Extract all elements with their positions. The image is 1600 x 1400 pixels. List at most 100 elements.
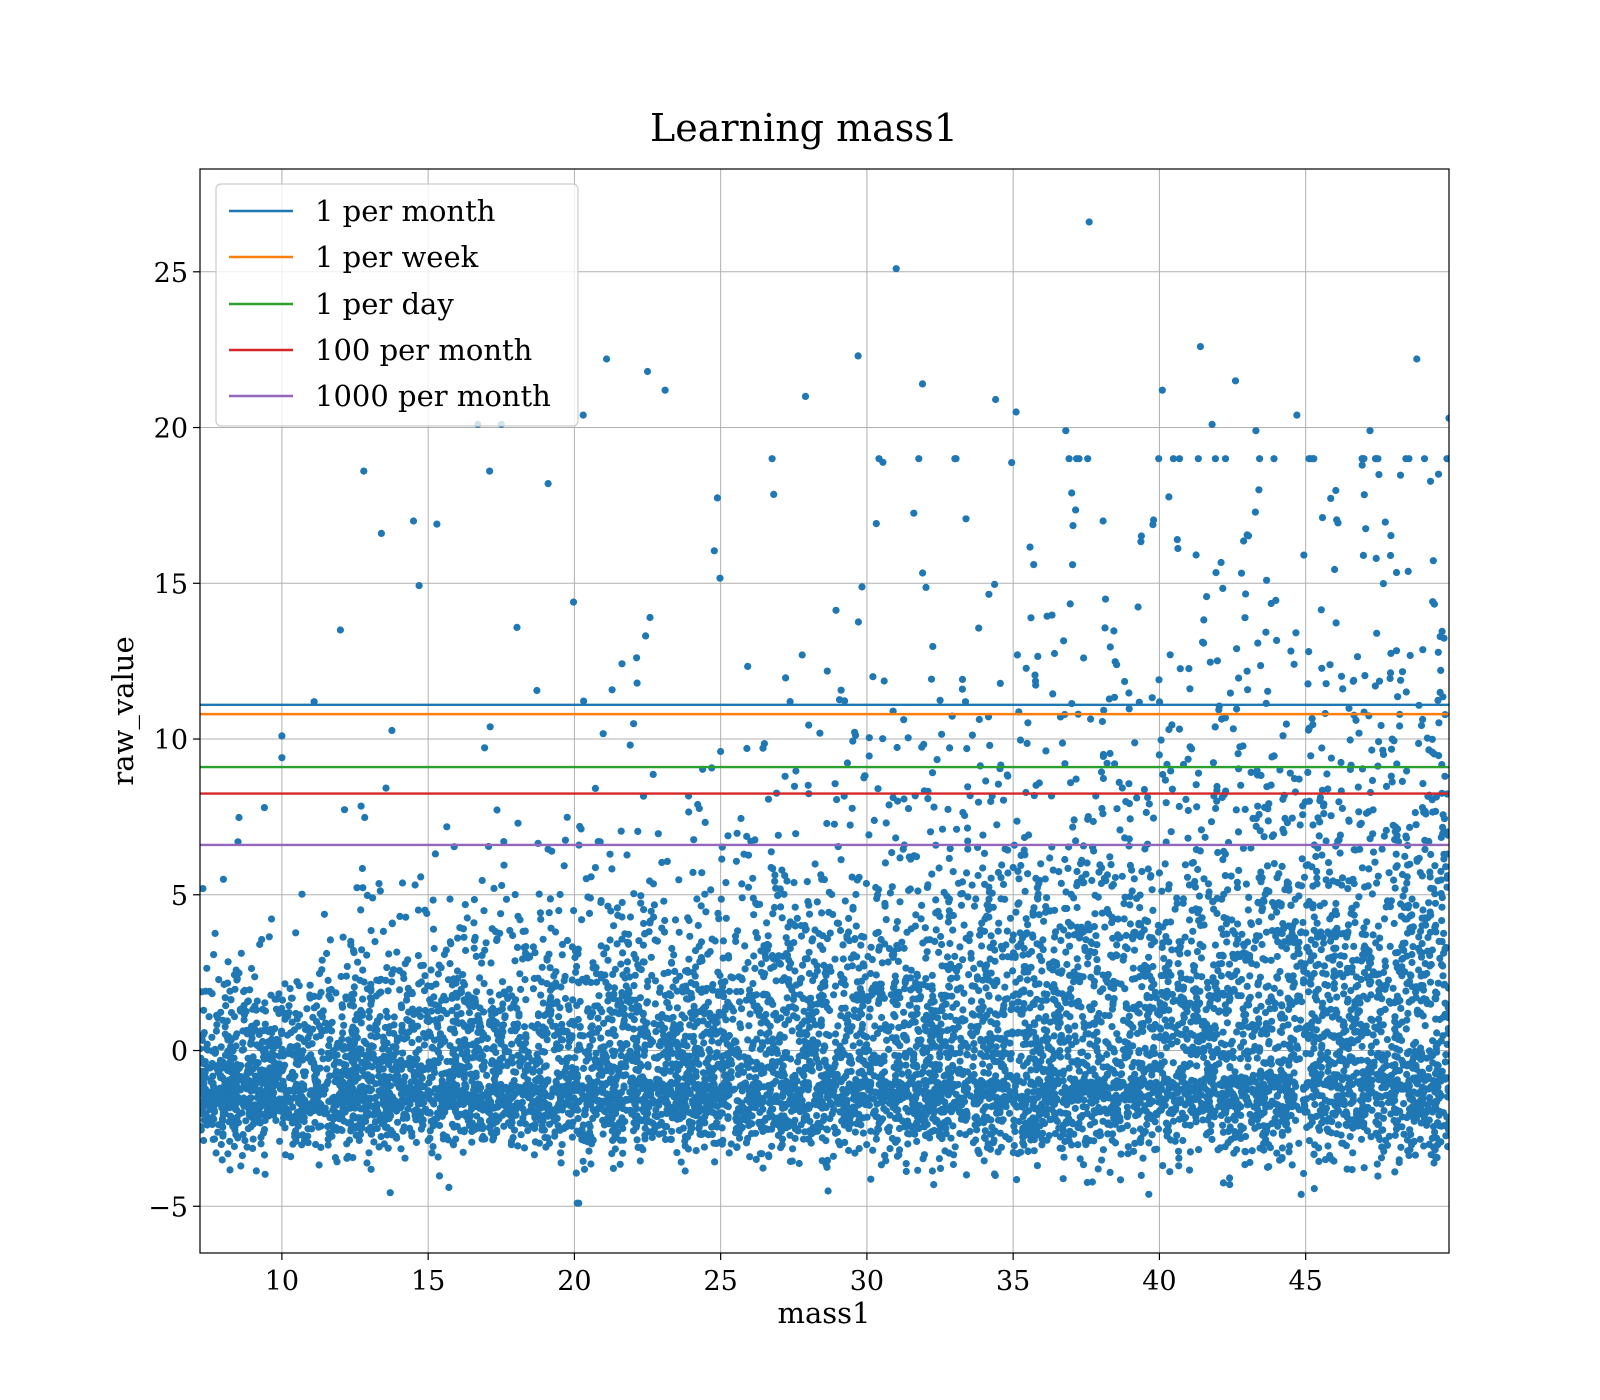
scatter-point xyxy=(692,1147,700,1155)
scatter-point xyxy=(618,898,626,907)
scatter-point xyxy=(951,952,959,961)
scatter-point xyxy=(976,931,984,939)
scatter-point xyxy=(640,906,648,914)
scatter-point xyxy=(616,1160,624,1168)
scatter-point xyxy=(339,933,347,941)
scatter-point xyxy=(1403,767,1411,775)
scatter-point xyxy=(558,951,566,959)
scatter-point xyxy=(824,1187,832,1195)
scatter-point xyxy=(350,983,358,991)
scatter-point xyxy=(987,932,995,940)
scatter-point xyxy=(930,1181,938,1189)
scatter-point xyxy=(773,1121,782,1129)
scatter-point xyxy=(408,1039,416,1047)
scatter-point xyxy=(905,1072,913,1080)
scatter-point xyxy=(530,1151,539,1159)
scatter-point xyxy=(397,1145,405,1153)
scatter-point xyxy=(815,1030,823,1038)
scatter-point xyxy=(300,1072,309,1080)
scatter-point xyxy=(865,1013,873,1021)
scatter-point xyxy=(1142,808,1150,817)
scatter-point xyxy=(1348,1166,1356,1174)
scatter-point xyxy=(983,1113,991,1122)
scatter-point xyxy=(745,1073,754,1081)
scatter-point xyxy=(669,1013,677,1021)
scatter-point xyxy=(1099,1146,1107,1154)
scatter-point xyxy=(1385,869,1393,877)
scatter-point xyxy=(385,950,393,958)
scatter-point xyxy=(1266,1005,1274,1013)
scatter-point xyxy=(524,1076,532,1084)
scatter-point xyxy=(890,979,899,987)
scatter-point xyxy=(956,1057,964,1065)
scatter-point xyxy=(651,1000,660,1008)
scatter-point xyxy=(486,1017,494,1026)
scatter-point xyxy=(342,972,350,980)
scatter-point xyxy=(1411,809,1419,817)
scatter-point xyxy=(1315,1157,1323,1165)
scatter-point xyxy=(998,861,1006,869)
scatter-point xyxy=(648,1133,656,1142)
scatter-point xyxy=(1037,1057,1045,1065)
scatter-point xyxy=(337,972,345,981)
scatter-point xyxy=(733,988,741,996)
scatter-point xyxy=(1415,933,1423,941)
scatter-point xyxy=(708,1037,716,1045)
scatter-point xyxy=(265,933,273,941)
scatter-point xyxy=(977,1050,985,1058)
scatter-point xyxy=(695,1125,703,1133)
scatter-point xyxy=(1340,990,1348,998)
scatter-point xyxy=(797,932,806,940)
scatter-point xyxy=(1071,1104,1079,1112)
scatter-point xyxy=(558,1020,566,1028)
scatter-point xyxy=(786,1157,795,1166)
scatter-point xyxy=(1143,1114,1152,1122)
scatter-point xyxy=(245,1109,253,1117)
scatter-point xyxy=(435,1172,444,1180)
scatter-point xyxy=(745,1022,753,1030)
scatter-point xyxy=(462,946,470,955)
scatter-point xyxy=(1058,1109,1066,1117)
scatter-point xyxy=(1380,832,1388,840)
scatter-point xyxy=(575,1041,583,1049)
scatter-point xyxy=(1130,1147,1138,1155)
scatter-point xyxy=(891,1072,900,1080)
scatter-point xyxy=(1255,1099,1263,1107)
scatter-point xyxy=(465,1009,473,1017)
scatter-point xyxy=(777,903,785,911)
scatter-point xyxy=(594,1014,602,1022)
scatter-point xyxy=(659,1129,668,1137)
scatter-point xyxy=(338,1013,346,1021)
scatter-point xyxy=(1353,1028,1361,1036)
scatter-point xyxy=(1118,872,1126,880)
scatter-point xyxy=(969,1139,978,1147)
scatter-point xyxy=(949,926,957,934)
scatter-point xyxy=(578,1032,586,1040)
scatter-point xyxy=(752,1155,760,1163)
scatter-point xyxy=(833,1098,842,1106)
scatter-point xyxy=(1201,833,1209,841)
scatter-point xyxy=(224,1150,232,1158)
scatter-point xyxy=(1000,1042,1008,1050)
scatter-point xyxy=(1138,983,1146,991)
scatter-point xyxy=(315,970,324,978)
scatter-point xyxy=(1201,1084,1209,1092)
scatter-point xyxy=(367,1165,375,1173)
scatter-point xyxy=(869,1146,877,1154)
scatter-point xyxy=(668,944,676,953)
scatter-point xyxy=(1214,967,1222,975)
scatter-point xyxy=(506,926,514,935)
scatter-point xyxy=(1300,873,1309,881)
scatter-point xyxy=(778,914,786,922)
scatter-point xyxy=(516,970,524,978)
scatter-point xyxy=(719,1136,727,1144)
scatter-point xyxy=(608,865,616,873)
scatter-point xyxy=(1391,884,1399,892)
scatter-point xyxy=(472,988,481,996)
scatter-point xyxy=(1057,879,1065,888)
scatter-point xyxy=(1268,1017,1276,1025)
scatter-point xyxy=(207,1078,215,1086)
scatter-point xyxy=(1372,1038,1380,1046)
scatter-point xyxy=(324,976,332,985)
scatter-point xyxy=(837,856,845,864)
